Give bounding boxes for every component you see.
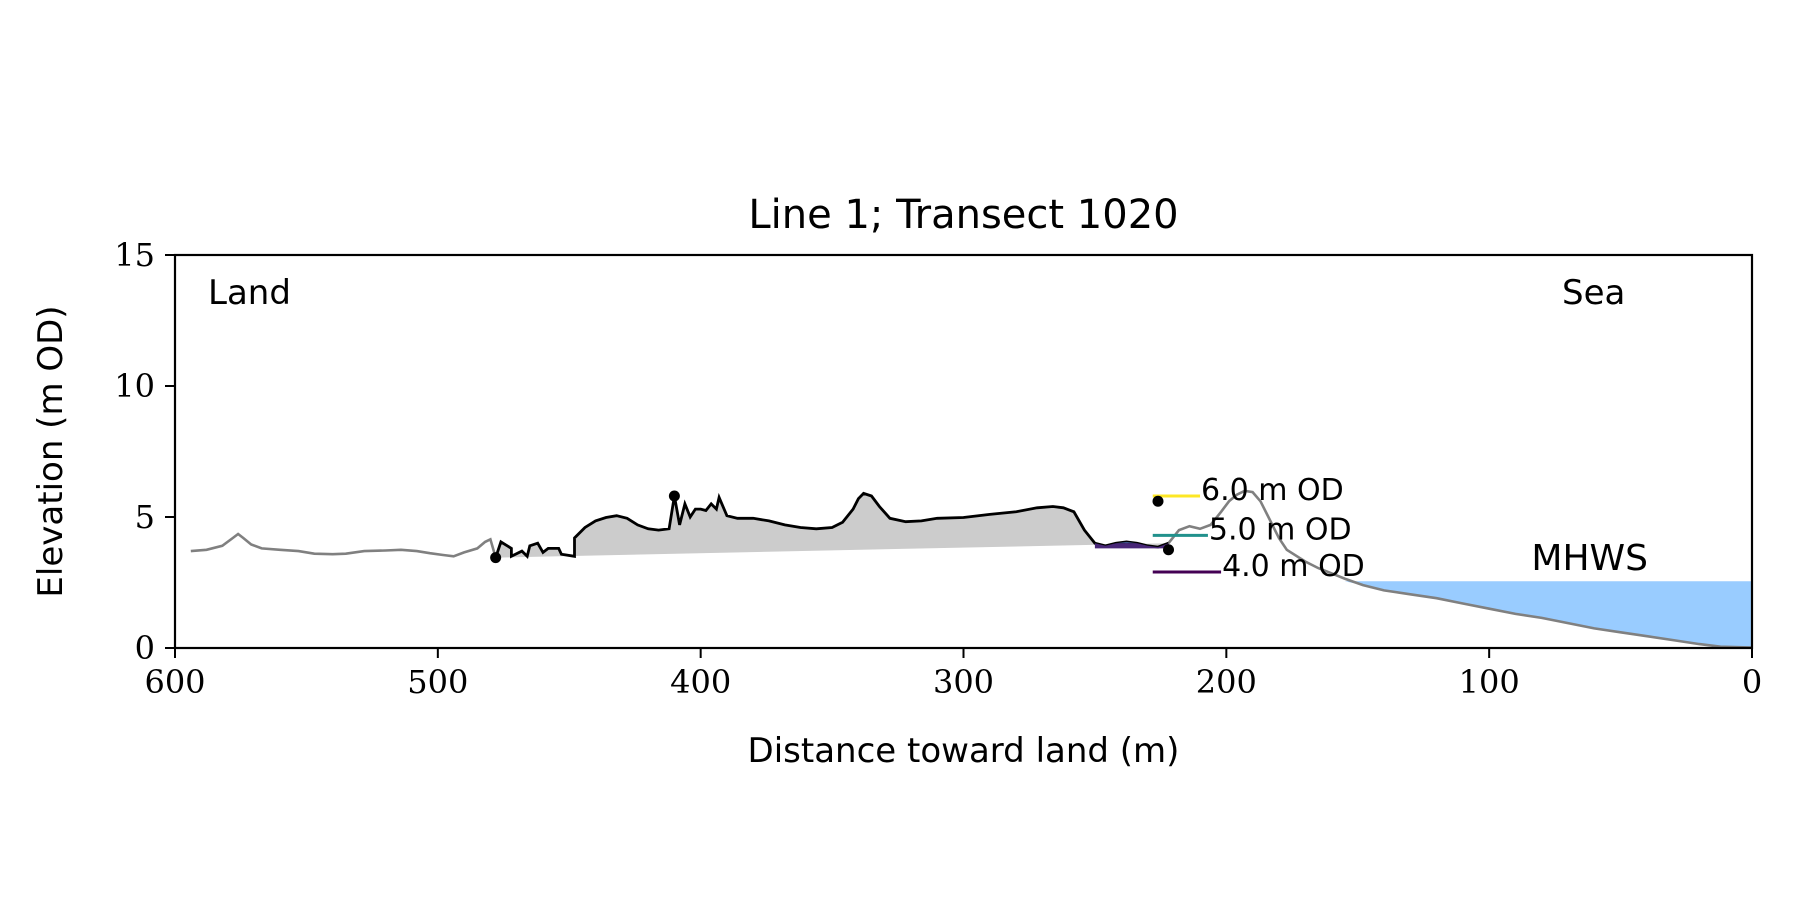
mhws-annotation: MHWS [1531, 538, 1648, 579]
x-tick-label-4: 200 [1196, 663, 1257, 701]
dune-marker-1 [668, 490, 680, 502]
dune-area [495, 493, 1169, 558]
level-band-mid [1094, 541, 1169, 544]
level-label-4: 4.0 m OD [1222, 549, 1365, 584]
y-axis-label: Elevation (m OD) [31, 305, 71, 597]
chart-title: Line 1; Transect 1020 [748, 192, 1178, 238]
dune-line [494, 491, 1169, 560]
ticks-layer: 600 500 400 300 200 100 0 0 5 10 15 [114, 236, 1762, 701]
level-label-5: 5.0 m OD [1209, 512, 1352, 547]
sea-annotation: Sea [1562, 273, 1625, 313]
x-tick-label-3: 300 [933, 663, 994, 701]
sea-area [1226, 581, 1752, 648]
level-label-6: 6.0 m OD [1201, 473, 1344, 508]
y-tick-label-3: 15 [114, 236, 155, 274]
x-tick-label-2: 400 [670, 663, 731, 701]
level-layer [1094, 494, 1222, 574]
x-tick-label-6: 0 [1742, 663, 1762, 701]
dune-marker-0 [490, 552, 502, 564]
marker-layer [490, 490, 1175, 564]
y-tick-label-1: 5 [135, 498, 155, 536]
x-tick-label-1: 500 [407, 663, 468, 701]
x-axis-label: Distance toward land (m) [748, 731, 1180, 771]
x-tick-label-5: 100 [1459, 663, 1520, 701]
level-band-low [1094, 543, 1169, 549]
x-tick-label-0: 600 [144, 663, 205, 701]
dune-marker-3 [1163, 544, 1175, 556]
sea-layer [1226, 581, 1752, 648]
y-tick-label-2: 10 [114, 367, 155, 405]
y-tick-label-0: 0 [135, 629, 155, 667]
land-annotation: Land [208, 273, 291, 313]
profile-line-land [190, 532, 497, 558]
profile-line-sea [1167, 489, 1753, 649]
dune-layer [495, 493, 1169, 558]
profile-layer [190, 489, 1753, 649]
dune-marker-2 [1152, 495, 1164, 507]
